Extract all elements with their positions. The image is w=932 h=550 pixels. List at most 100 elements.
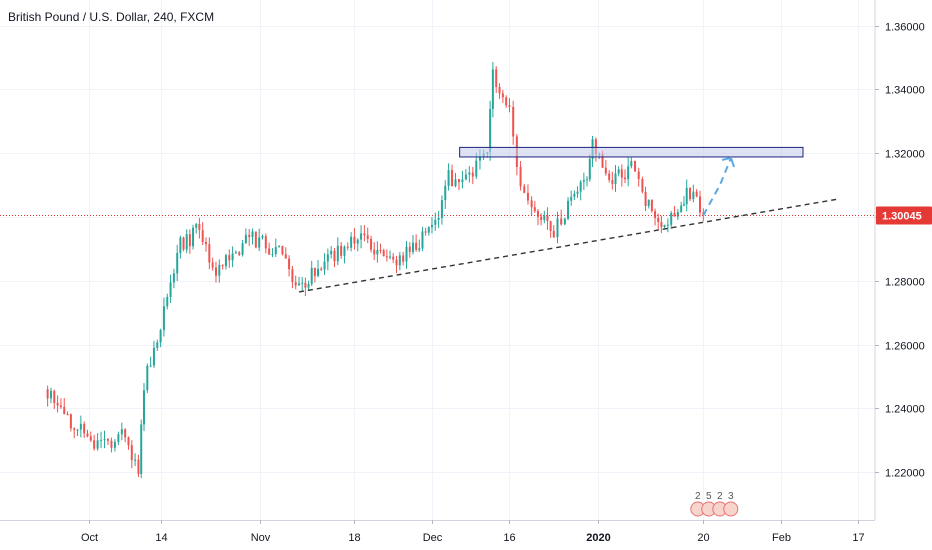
candle-up	[195, 222, 198, 234]
candle-down	[657, 213, 660, 231]
candle-body	[382, 250, 385, 257]
candle-up	[336, 237, 339, 266]
annotation-layer	[0, 146, 875, 293]
candle-body	[468, 172, 471, 175]
resistance-zone-rectangle[interactable]	[459, 146, 804, 158]
candle-down	[214, 261, 217, 283]
price-axis[interactable]: 1.360001.340001.320001.300001.280001.260…	[875, 22, 925, 480]
candle-up	[310, 260, 313, 287]
candle-body	[376, 250, 379, 255]
candle-up	[576, 186, 579, 198]
candle-down	[654, 208, 657, 226]
candle-up	[278, 245, 281, 248]
candle-up	[461, 170, 464, 189]
event-marker-count: 2	[695, 491, 701, 502]
candle-body	[478, 156, 481, 161]
candle-body	[682, 204, 685, 206]
projection-arrow-head	[721, 156, 735, 168]
candle-body	[127, 437, 130, 446]
candle-body	[418, 248, 421, 250]
candle-body	[53, 390, 56, 404]
candle-up	[692, 184, 695, 203]
candle-down	[363, 225, 366, 242]
candle-body	[281, 246, 284, 255]
candle-up	[261, 234, 264, 240]
candle-body	[447, 170, 450, 186]
candle-body	[489, 109, 492, 152]
candle-body	[261, 236, 264, 238]
candle-body	[124, 429, 127, 438]
price-tick-label: 1.36000	[885, 22, 925, 34]
candle-body	[310, 267, 313, 285]
candle-body	[454, 179, 457, 187]
candle-down	[208, 237, 211, 270]
candle-up	[323, 253, 326, 276]
candle-down	[402, 251, 405, 266]
candle-up	[567, 197, 570, 221]
candle-up	[172, 268, 175, 289]
candle-body	[588, 158, 591, 180]
candle-body	[86, 433, 89, 437]
support-trendline[interactable]	[298, 198, 837, 293]
candle-up	[468, 166, 471, 183]
candle-down	[501, 89, 504, 103]
candle-down	[415, 234, 418, 252]
price-tick-label: 1.34000	[885, 85, 925, 97]
candle-down	[634, 160, 637, 172]
projection-arrow-path[interactable]	[702, 157, 732, 216]
candle-body	[601, 153, 604, 168]
candle-down	[320, 266, 323, 271]
candle-body	[307, 284, 310, 288]
candle-body	[641, 179, 644, 192]
candle-down	[451, 164, 454, 187]
candle-down	[353, 228, 356, 250]
candle-body	[162, 306, 165, 331]
candle-down	[624, 169, 626, 184]
candle-down	[211, 257, 214, 271]
candle-body	[323, 261, 326, 270]
candle-body	[501, 93, 504, 98]
candle-body	[644, 191, 647, 206]
candle-body	[650, 199, 653, 212]
candle-body	[166, 296, 169, 307]
candle-up	[682, 196, 685, 207]
candle-body	[241, 243, 244, 255]
candle-body	[471, 172, 474, 177]
candle-body	[301, 282, 304, 284]
time-tick-label: 18	[348, 532, 360, 544]
candle-body	[152, 347, 155, 366]
candle-body	[373, 249, 376, 255]
candle-up	[142, 383, 145, 432]
candle-body	[440, 200, 443, 218]
candle-up	[179, 235, 182, 259]
candle-body	[461, 179, 464, 183]
candle-body	[415, 242, 418, 250]
candle-up	[676, 209, 679, 220]
candle-up	[49, 387, 52, 404]
candle-body	[398, 255, 401, 266]
candle-body	[346, 246, 349, 248]
candle-up	[464, 169, 467, 181]
candle-up	[647, 199, 650, 209]
candle-down	[505, 95, 508, 108]
candle-up	[218, 259, 221, 283]
candle-down	[560, 209, 563, 226]
candle-up	[96, 433, 99, 451]
candle-down	[392, 252, 395, 264]
economic-event-marker[interactable]: 3	[723, 491, 739, 517]
candle-body	[156, 342, 159, 348]
candle-body	[278, 246, 281, 248]
candle-up	[274, 238, 277, 257]
candle-body	[533, 207, 536, 212]
candle-down	[264, 233, 267, 254]
candle-body	[96, 440, 99, 449]
candle-down	[56, 395, 59, 413]
candle-down	[83, 421, 86, 438]
candle-body	[211, 262, 214, 268]
time-axis[interactable]: Oct 14 Nov 18 Dec 16 2020 20 Feb 17	[81, 520, 865, 544]
candle-body	[670, 212, 673, 225]
candle-down	[644, 186, 647, 212]
candle-down	[268, 242, 271, 255]
